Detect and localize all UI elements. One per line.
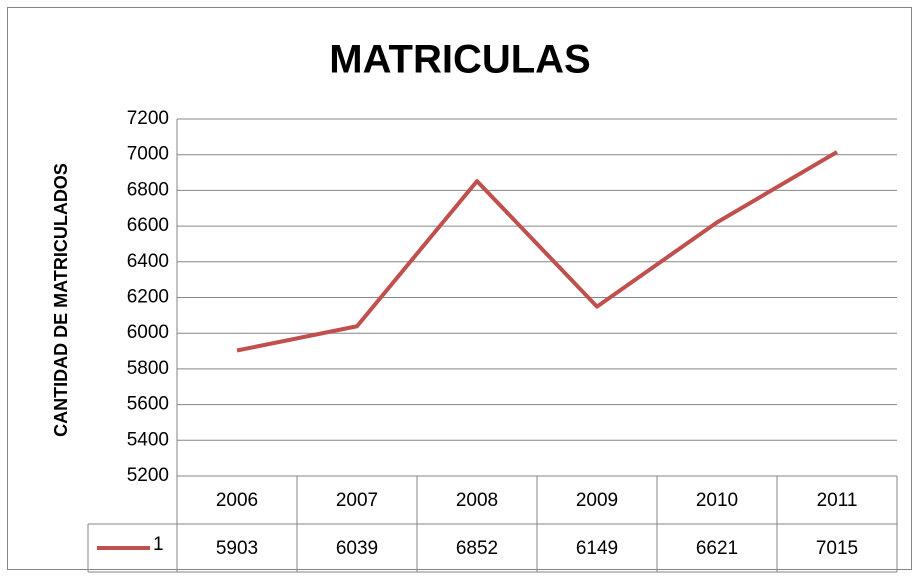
y-tick-label: 7000 (127, 144, 169, 165)
y-tick-label: 6200 (127, 287, 169, 308)
table-value: 5903 (216, 538, 258, 559)
x-tick-label: 2010 (696, 490, 738, 511)
y-tick-label: 6400 (127, 251, 169, 272)
y-tick-label: 5800 (127, 358, 169, 379)
table-value: 6852 (456, 538, 498, 559)
table-value: 7015 (816, 538, 858, 559)
y-tick-label: 5600 (127, 394, 169, 415)
y-tick-label: 7200 (127, 108, 169, 129)
y-tick-label: 6000 (127, 322, 169, 343)
x-tick-label: 2008 (456, 490, 498, 511)
x-tick-label: 2009 (576, 490, 618, 511)
series-line (236, 150, 839, 353)
y-axis-label: CANTIDAD DE MATRICULADOS (51, 163, 71, 437)
legend-label: 1 (153, 534, 164, 555)
table-value: 6039 (336, 538, 378, 559)
x-tick-label: 2011 (817, 490, 858, 511)
chart-title: MATRICULAS (329, 38, 590, 82)
y-tick-label: 5200 (127, 465, 169, 486)
x-tick-label: 2006 (216, 490, 258, 511)
table-value: 6621 (696, 538, 738, 559)
y-tick-label: 6800 (127, 179, 169, 200)
x-tick-label: 2007 (336, 490, 378, 511)
y-tick-label: 6600 (127, 215, 169, 236)
y-tick-label: 5400 (127, 429, 169, 450)
table-value: 6149 (576, 538, 618, 559)
